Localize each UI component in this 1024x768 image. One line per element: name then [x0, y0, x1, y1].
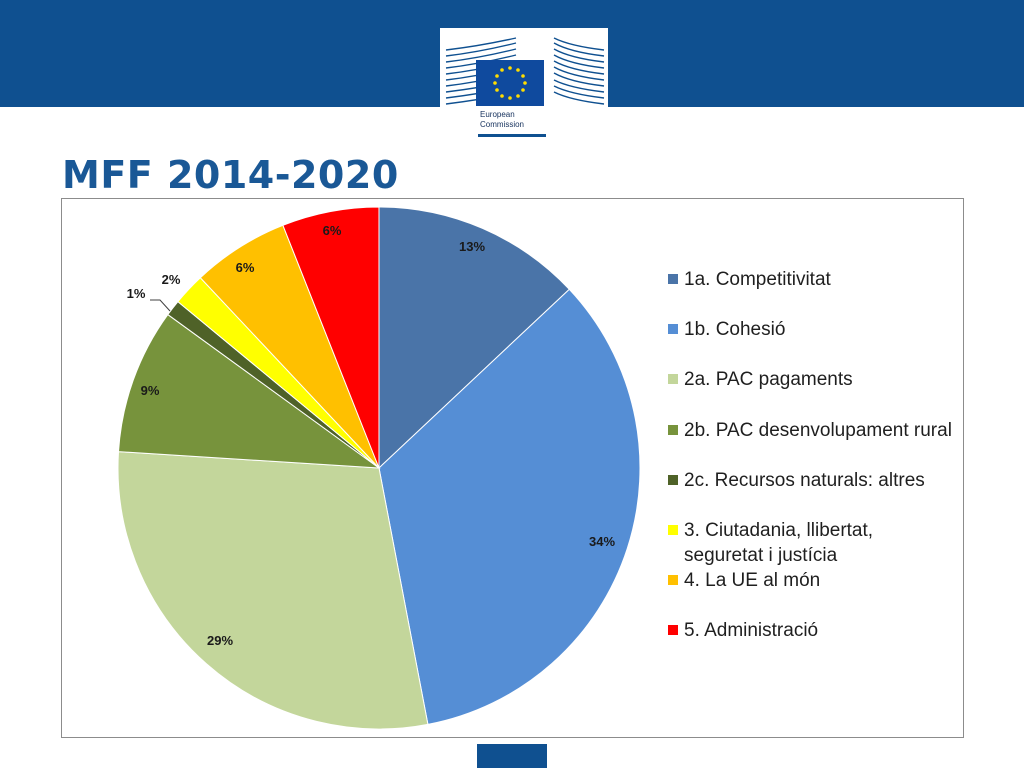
legend-swatch	[668, 625, 678, 635]
legend-swatch	[668, 374, 678, 384]
pie-data-label: 2%	[162, 272, 181, 287]
pie-data-label: 29%	[207, 633, 233, 648]
legend-swatch	[668, 575, 678, 585]
legend-label: 4. La UE al món	[684, 570, 821, 591]
legend-label: 5. Administració	[684, 620, 819, 641]
legend-swatch	[668, 274, 678, 284]
pie-slice	[378, 288, 641, 725]
legend-swatch	[668, 324, 678, 334]
pie-data-label: 6%	[323, 223, 342, 238]
logo-underline	[478, 134, 546, 137]
label-leader-line	[150, 299, 171, 312]
pie-slice	[282, 206, 380, 469]
pie-data-label: 1%	[127, 286, 146, 301]
pie-slice	[378, 206, 570, 470]
legend-label: 2a. PAC pagaments	[684, 369, 853, 390]
pie-data-label: 34%	[589, 534, 615, 549]
pie-data-label: 6%	[236, 260, 255, 275]
pie-chart: 13% 34% 29% 9% 1% 2% 6% 6%	[117, 206, 641, 730]
chart-frame: 13% 34% 29% 9% 1% 2% 6% 6% 1a. Competitivitat 1b…	[61, 198, 964, 738]
footer-tab	[477, 744, 547, 768]
logo-text-european: European	[480, 110, 515, 119]
eu-stars-icon	[493, 66, 527, 100]
legend-swatch	[668, 475, 678, 485]
legend-label: 1a. Competitivitat	[684, 269, 831, 290]
legend-label: 2c. Recursos naturals: altres	[684, 470, 925, 491]
legend-label: 3. Ciutadania, llibertat, seguretat i ju…	[684, 520, 874, 566]
legend-swatch	[668, 425, 678, 435]
commission-building-icon	[445, 37, 605, 106]
logo-text-commission: Commission	[480, 120, 525, 129]
pie-data-label: 9%	[141, 383, 160, 398]
legend-label: 2b. PAC desenvolupament rural	[684, 420, 952, 441]
legend-swatch	[668, 525, 678, 535]
pie-data-label: 13%	[459, 239, 485, 254]
page-title: MFF 2014-2020	[62, 153, 399, 197]
european-commission-logo: European Commission	[440, 28, 608, 142]
legend-label: 1b. Cohesió	[684, 319, 786, 340]
pie-slice	[117, 451, 429, 730]
pie-slice	[117, 313, 381, 469]
